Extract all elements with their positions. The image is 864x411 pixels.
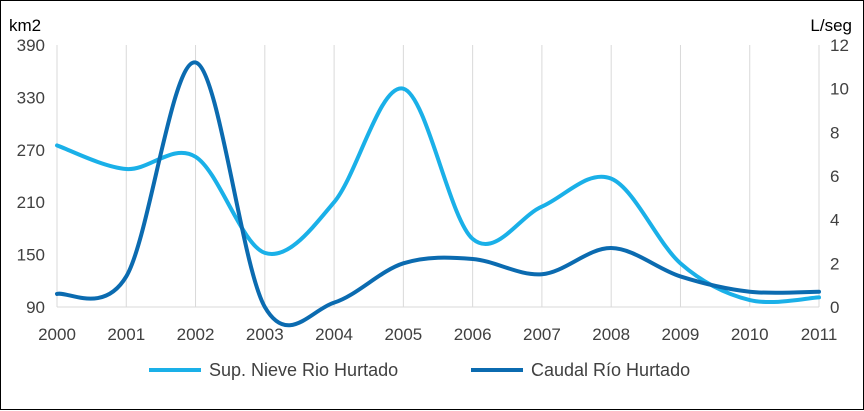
x-tick-label: 2007 [523,325,561,344]
y-right-tick-label: 4 [830,211,839,230]
y-right-tick-label: 8 [830,123,839,142]
x-tick-label: 2009 [662,325,700,344]
left-axis-unit: km2 [9,16,41,35]
y-right-tick-label: 2 [830,254,839,273]
grid [56,45,820,307]
x-tick-label: 2005 [384,325,422,344]
x-tick-label: 2001 [107,325,145,344]
x-tick-label: 2002 [177,325,215,344]
y-left-tick-label: 90 [26,298,45,317]
y-left-tick-label: 210 [17,193,45,212]
legend-label: Sup. Nieve Rio Hurtado [209,360,398,380]
x-tick-label: 2003 [246,325,284,344]
y-right-tick-label: 6 [830,167,839,186]
y-right-tick-label: 10 [830,80,849,99]
y-left-tick-label: 390 [17,36,45,55]
x-tick-label: 2000 [38,325,76,344]
series-lines [55,60,821,328]
x-tick-label: 2010 [731,325,769,344]
x-tick-label: 2011 [801,325,838,344]
y-left-tick-label: 330 [17,88,45,107]
x-tick-label: 2008 [592,325,630,344]
y-left-tick-label: 270 [17,141,45,160]
legend-label: Caudal Río Hurtado [531,360,690,380]
legend: Sup. Nieve Rio Hurtado Caudal Río Hurtado [149,360,690,380]
y-left-tick-label: 150 [17,246,45,265]
y-right-tick-label: 0 [830,298,839,317]
right-axis-unit: L/seg [810,16,852,35]
x-tick-label: 2006 [454,325,492,344]
axes: 2000 2001 2002 2003 2004 2005 2006 2007 2008 2009… [17,36,849,344]
x-tick-label: 2004 [315,325,353,344]
series-line-2 [55,60,821,328]
y-right-tick-label: 12 [830,36,849,55]
series-line-1 [55,86,821,305]
